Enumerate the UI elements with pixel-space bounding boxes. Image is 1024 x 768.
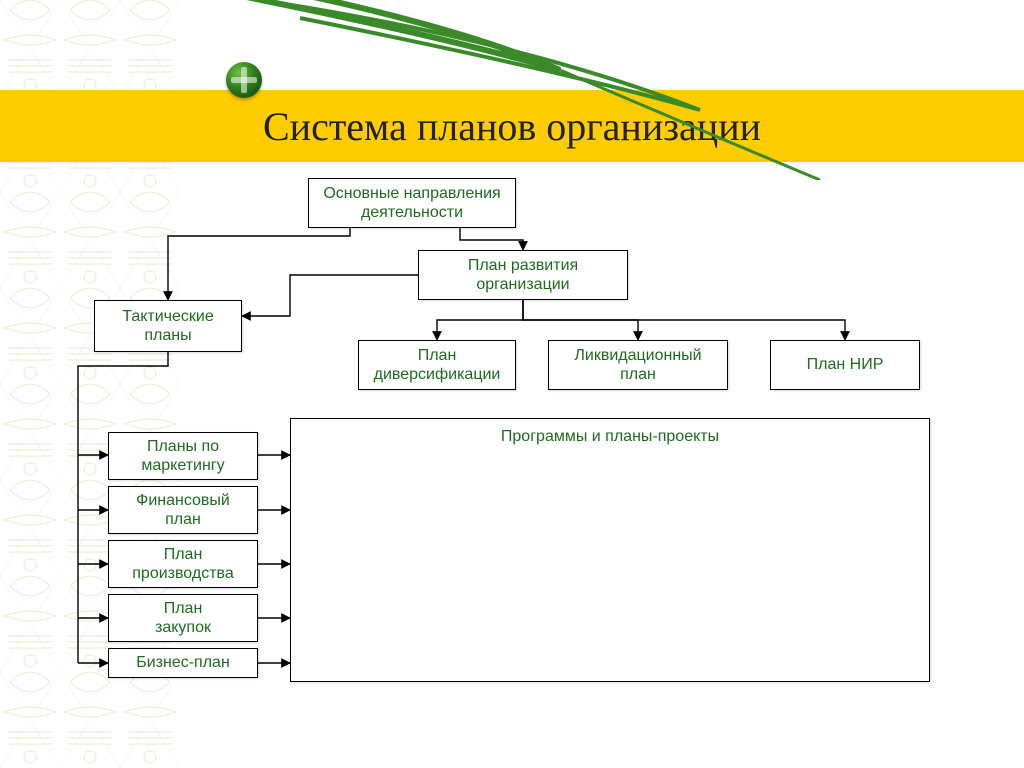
diagram: Основные направления деятельности План ра… bbox=[0, 0, 1024, 768]
node-nir: План НИР bbox=[770, 340, 920, 390]
node-programs: Программы и планы-проекты bbox=[290, 418, 930, 682]
node-dev: План развития организации bbox=[418, 250, 628, 300]
node-tactical: Тактические планы bbox=[94, 300, 242, 352]
node-label: План НИР bbox=[807, 355, 884, 374]
node-label: Программы и планы-проекты bbox=[501, 427, 719, 446]
node-label: План развития организации bbox=[468, 256, 578, 294]
node-label: Бизнес-план bbox=[136, 653, 230, 672]
node-label: Тактические планы bbox=[122, 307, 213, 345]
node-likvid: Ликвидационный план bbox=[548, 340, 728, 390]
node-label: План диверсификации bbox=[374, 346, 501, 384]
node-divers: План диверсификации bbox=[358, 340, 516, 390]
node-label: План производства bbox=[132, 545, 233, 583]
node-business: Бизнес-план bbox=[108, 648, 258, 678]
node-marketing: Планы по маркетингу bbox=[108, 432, 258, 480]
node-root: Основные направления деятельности bbox=[308, 178, 516, 228]
node-label: Планы по маркетингу bbox=[141, 437, 224, 475]
node-label: Основные направления деятельности bbox=[323, 184, 500, 222]
node-label: Ликвидационный план bbox=[574, 346, 701, 384]
node-finance: Финансовый план bbox=[108, 486, 258, 534]
node-prod: План производства bbox=[108, 540, 258, 588]
node-label: План закупок bbox=[155, 599, 211, 637]
node-procure: План закупок bbox=[108, 594, 258, 642]
node-label: Финансовый план bbox=[136, 491, 230, 529]
